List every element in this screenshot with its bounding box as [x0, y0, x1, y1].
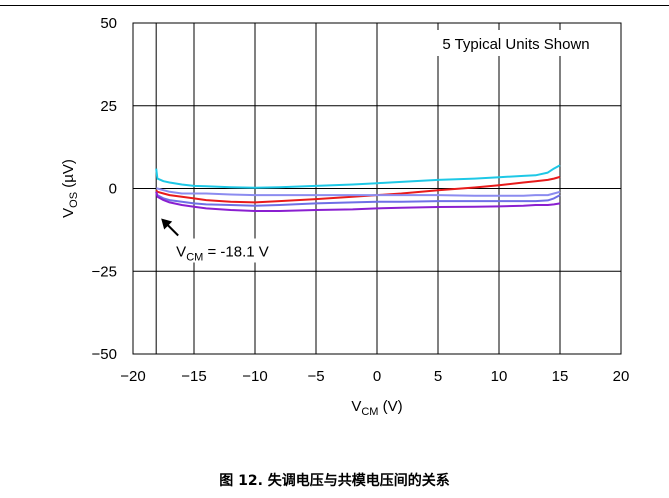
y-tick-label: −25 — [92, 263, 117, 280]
x-tick-label: 0 — [373, 368, 381, 385]
x-tick-label: 20 — [613, 368, 630, 385]
top-rule — [0, 5, 669, 6]
legend-note: 5 Typical Units Shown — [442, 36, 589, 53]
series-line-1 — [155, 164, 561, 189]
annotation-label: VCM = -18.1 V — [176, 244, 269, 264]
x-tick-label: −15 — [181, 368, 206, 385]
legend-note-box — [413, 30, 613, 56]
y-tick-label: 25 — [100, 98, 117, 115]
series-line-4 — [155, 191, 561, 207]
series-line-2 — [155, 175, 561, 204]
y-tick-label: 0 — [109, 181, 117, 198]
x-tick-label: −10 — [242, 368, 267, 385]
x-axis-label: VCM (V) — [351, 398, 402, 418]
figure-caption: 图 12. 失调电压与共模电压间的关系 — [219, 473, 450, 489]
plot-border — [132, 22, 622, 355]
x-tick-label: −5 — [307, 368, 324, 385]
x-tick-label: −20 — [120, 368, 145, 385]
x-tick-label: 5 — [434, 368, 442, 385]
series-line-5 — [155, 191, 561, 212]
y-tick-label: 50 — [100, 15, 117, 32]
annotation-bg — [173, 238, 306, 263]
y-tick-label: −50 — [92, 346, 117, 363]
y-axis-label: VOS (µV) — [60, 159, 80, 218]
x-tick-label: 10 — [491, 368, 508, 385]
series-line-3 — [156, 187, 561, 197]
annotation-arrow-head — [161, 218, 173, 230]
x-tick-label: 15 — [552, 368, 569, 385]
